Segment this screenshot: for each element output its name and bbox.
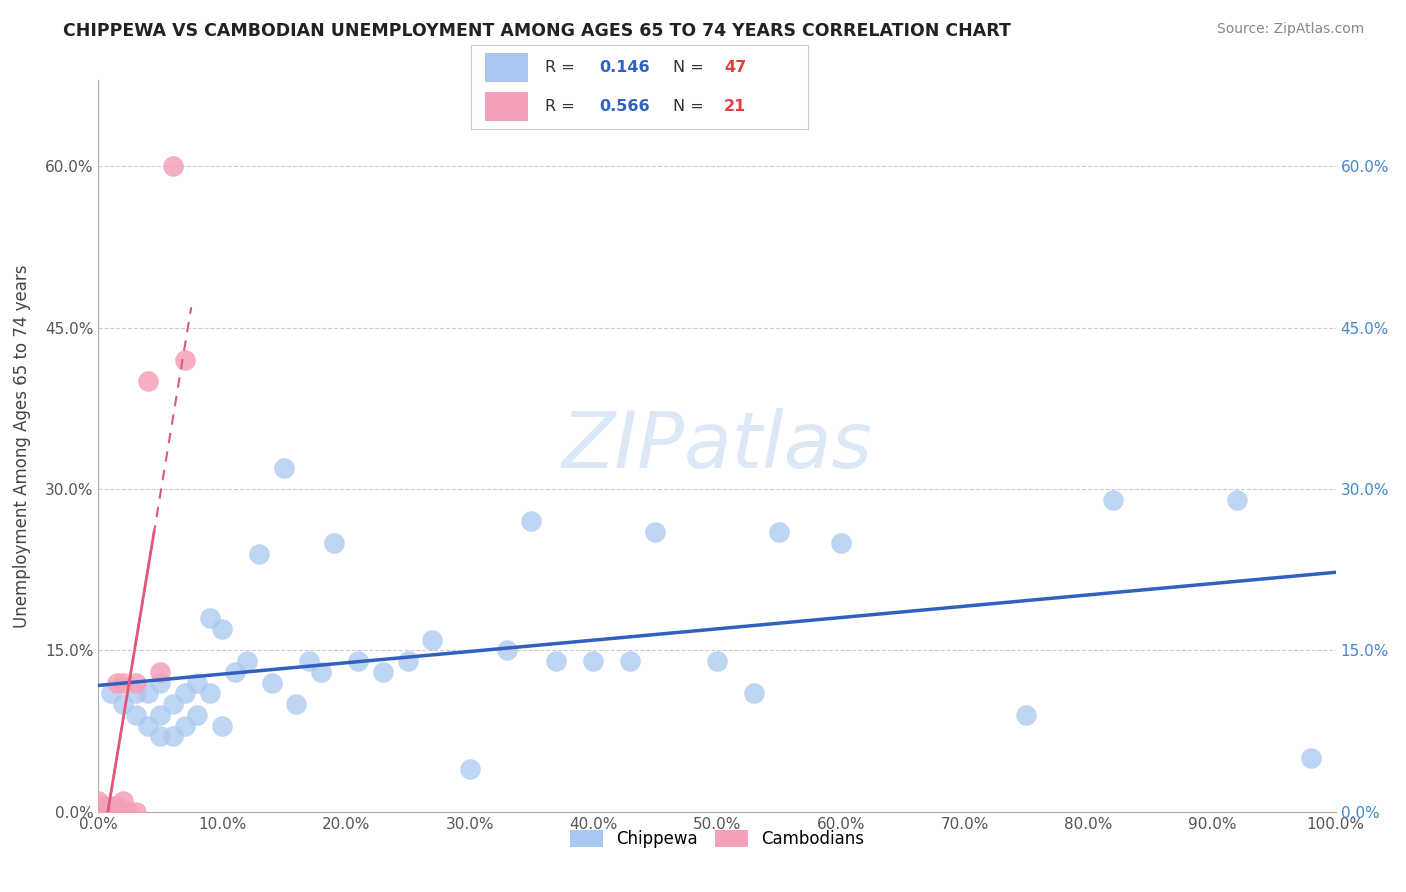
- Text: 0.146: 0.146: [599, 60, 650, 75]
- Text: Source: ZipAtlas.com: Source: ZipAtlas.com: [1216, 22, 1364, 37]
- Point: [136, 686, 159, 700]
- Point: [742, 686, 765, 700]
- Point: [224, 665, 246, 679]
- Point: [396, 654, 419, 668]
- Point: [186, 675, 208, 690]
- Point: [309, 665, 332, 679]
- Point: [118, 805, 141, 819]
- Point: [706, 654, 728, 668]
- Point: [124, 686, 146, 700]
- Point: [211, 622, 233, 636]
- Point: [149, 665, 172, 679]
- Point: [298, 654, 321, 668]
- Point: [211, 719, 233, 733]
- Bar: [485, 92, 529, 120]
- Point: [322, 536, 344, 550]
- Point: [644, 524, 666, 539]
- Point: [198, 611, 221, 625]
- Point: [582, 654, 605, 668]
- Point: [136, 375, 159, 389]
- Text: 0.566: 0.566: [599, 99, 650, 114]
- Point: [87, 805, 110, 819]
- Y-axis label: Unemployment Among Ages 65 to 74 years: Unemployment Among Ages 65 to 74 years: [13, 264, 31, 628]
- Point: [1299, 751, 1322, 765]
- Point: [546, 654, 568, 668]
- Point: [105, 805, 128, 819]
- Point: [124, 805, 146, 819]
- Point: [520, 514, 543, 528]
- Point: [830, 536, 852, 550]
- Point: [100, 805, 122, 819]
- Point: [87, 805, 110, 819]
- Point: [458, 762, 481, 776]
- Point: [149, 730, 172, 744]
- Point: [112, 675, 135, 690]
- Text: R =: R =: [546, 99, 581, 114]
- Text: N =: N =: [673, 60, 710, 75]
- Point: [162, 159, 184, 173]
- Point: [105, 799, 128, 814]
- Point: [1102, 492, 1125, 507]
- Point: [1226, 492, 1249, 507]
- Point: [347, 654, 370, 668]
- Point: [247, 547, 270, 561]
- Point: [198, 686, 221, 700]
- Point: [87, 799, 110, 814]
- Text: 21: 21: [724, 99, 747, 114]
- Point: [112, 697, 135, 711]
- Point: [149, 707, 172, 722]
- Point: [285, 697, 308, 711]
- Point: [93, 799, 115, 814]
- Point: [768, 524, 790, 539]
- Text: 47: 47: [724, 60, 747, 75]
- Point: [93, 805, 115, 819]
- Point: [236, 654, 259, 668]
- Point: [100, 686, 122, 700]
- Point: [87, 794, 110, 808]
- Point: [495, 643, 517, 657]
- Point: [124, 675, 146, 690]
- Point: [1015, 707, 1038, 722]
- Bar: [485, 54, 529, 82]
- Point: [100, 799, 122, 814]
- Point: [112, 805, 135, 819]
- Point: [186, 707, 208, 722]
- Point: [273, 460, 295, 475]
- Point: [136, 719, 159, 733]
- Legend: Chippewa, Cambodians: Chippewa, Cambodians: [562, 823, 872, 855]
- Point: [174, 353, 197, 368]
- Point: [112, 794, 135, 808]
- Point: [174, 686, 197, 700]
- Text: CHIPPEWA VS CAMBODIAN UNEMPLOYMENT AMONG AGES 65 TO 74 YEARS CORRELATION CHART: CHIPPEWA VS CAMBODIAN UNEMPLOYMENT AMONG…: [63, 22, 1011, 40]
- Text: ZIPatlas: ZIPatlas: [561, 408, 873, 484]
- Point: [162, 730, 184, 744]
- Text: R =: R =: [546, 60, 581, 75]
- Point: [422, 632, 444, 647]
- Point: [260, 675, 283, 690]
- Point: [124, 707, 146, 722]
- Point: [162, 697, 184, 711]
- Point: [174, 719, 197, 733]
- Point: [149, 675, 172, 690]
- Point: [105, 675, 128, 690]
- Point: [619, 654, 641, 668]
- Text: N =: N =: [673, 99, 710, 114]
- Point: [371, 665, 394, 679]
